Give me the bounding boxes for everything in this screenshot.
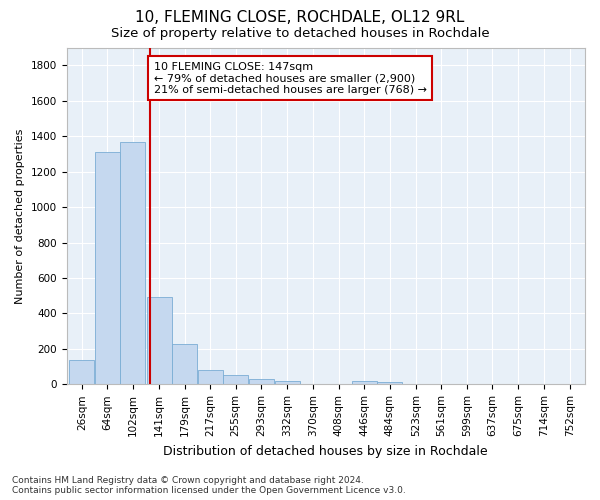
Text: 10 FLEMING CLOSE: 147sqm
← 79% of detached houses are smaller (2,900)
21% of sem: 10 FLEMING CLOSE: 147sqm ← 79% of detach… — [154, 62, 427, 95]
Bar — [352, 381, 377, 384]
Bar — [70, 360, 94, 384]
Bar — [121, 142, 145, 384]
Text: Contains HM Land Registry data © Crown copyright and database right 2024.
Contai: Contains HM Land Registry data © Crown c… — [12, 476, 406, 495]
Bar — [275, 381, 300, 384]
Text: 10, FLEMING CLOSE, ROCHDALE, OL12 9RL: 10, FLEMING CLOSE, ROCHDALE, OL12 9RL — [136, 10, 464, 25]
Text: Size of property relative to detached houses in Rochdale: Size of property relative to detached ho… — [110, 28, 490, 40]
X-axis label: Distribution of detached houses by size in Rochdale: Distribution of detached houses by size … — [163, 444, 488, 458]
Bar — [146, 298, 172, 384]
Bar — [197, 370, 223, 384]
Bar — [95, 152, 120, 384]
Bar — [223, 376, 248, 384]
Bar — [249, 380, 274, 384]
Bar — [377, 382, 402, 384]
Bar — [172, 344, 197, 384]
Y-axis label: Number of detached properties: Number of detached properties — [15, 128, 25, 304]
